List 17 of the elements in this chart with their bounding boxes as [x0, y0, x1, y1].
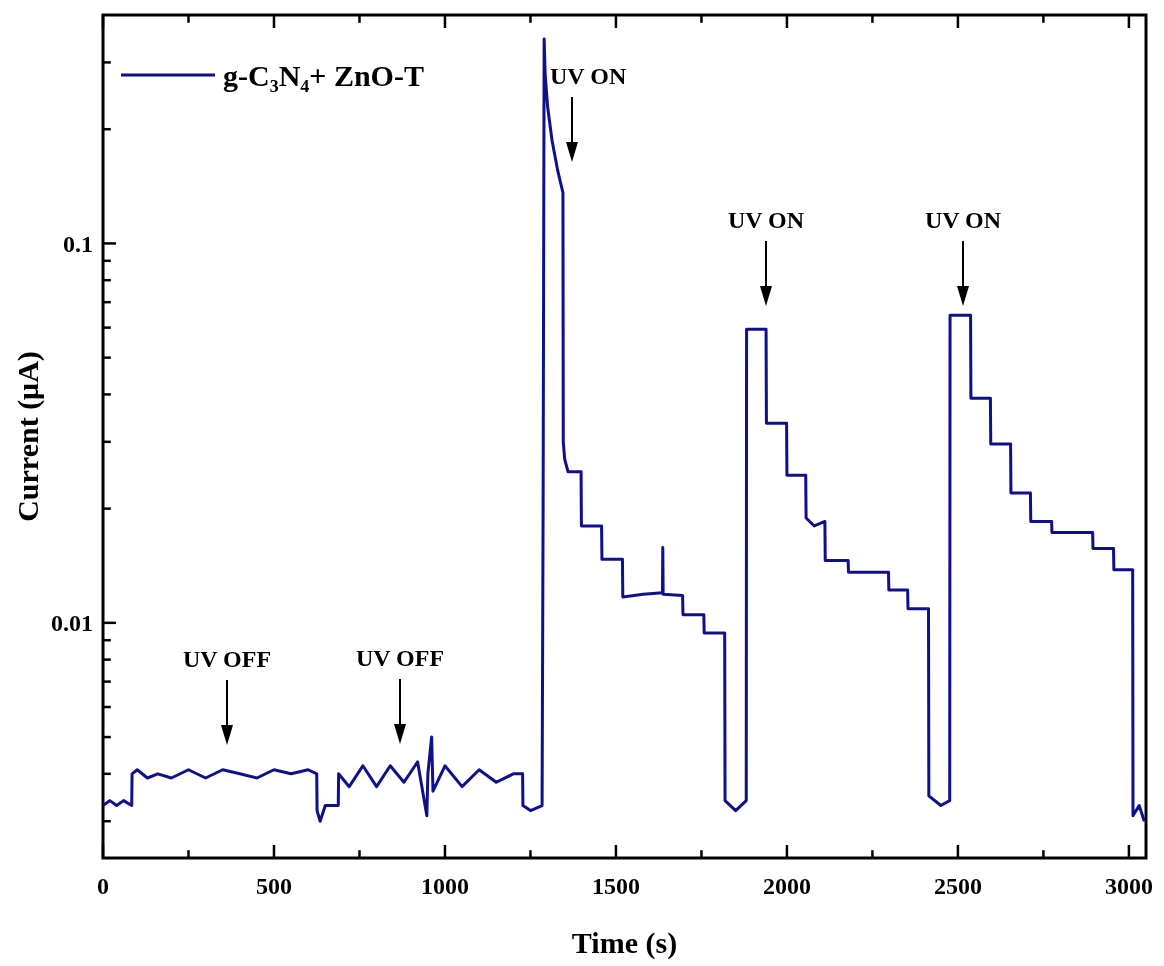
annotation: UV ON	[550, 63, 627, 89]
x-tick-label: 1000	[420, 873, 469, 899]
x-tick-label: 500	[255, 873, 292, 899]
x-axis-title: Time (s)	[571, 926, 678, 960]
x-tick-label: 1500	[591, 873, 640, 899]
x-tick-label: 2000	[762, 873, 811, 899]
annotation: UV ON	[924, 207, 1002, 233]
annotation: UV ON	[727, 207, 805, 233]
y-tick-label: 0.01	[51, 610, 93, 637]
y-axis-title: Current (μA)	[11, 351, 45, 522]
annotation: UV OFF	[182, 646, 272, 672]
x-tick-label: 2500	[933, 873, 982, 899]
y-tick-label: 0.1	[63, 230, 93, 257]
x-tick-label: 0	[97, 873, 109, 899]
legend-label: g-C₃N₄+ ZnO-T	[223, 58, 424, 92]
x-tick-label: 3000	[1104, 873, 1153, 899]
annotation: UV OFF	[355, 645, 445, 671]
